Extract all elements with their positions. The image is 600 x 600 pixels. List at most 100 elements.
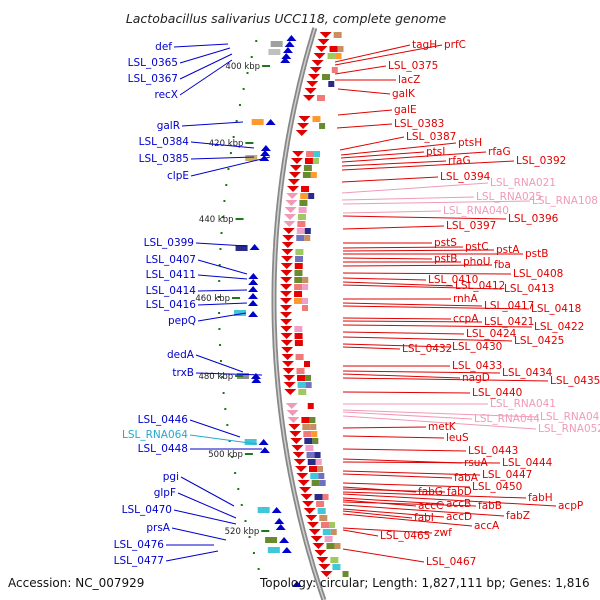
label-connector [197, 289, 248, 292]
label-connector [342, 504, 505, 517]
feature-block [301, 417, 310, 423]
feature-block [319, 480, 326, 486]
feature-block [305, 382, 312, 388]
scale-dot [223, 200, 226, 202]
label-connector [342, 249, 495, 252]
reverse-gene-arrow [290, 158, 303, 164]
reverse-gene-arrow [287, 417, 300, 423]
label-connector [342, 527, 433, 534]
reverse-gene-arrow [280, 305, 293, 311]
gene-label: fabA [454, 472, 479, 484]
label-connector [342, 482, 471, 488]
feature-block [333, 32, 342, 38]
forward-gene-arrow [286, 35, 297, 41]
gene-label: pstA [496, 244, 520, 256]
gene-label: pstC [465, 241, 489, 253]
map-title: Lactobacillus salivarius UCC118, complet… [126, 11, 447, 26]
reverse-gene-arrow [281, 249, 294, 255]
gene-label: pgi [163, 471, 179, 483]
scale-dot [237, 488, 240, 490]
scale-dot [248, 536, 251, 538]
gene-label: fabI [414, 512, 434, 524]
label-connector [190, 156, 255, 160]
reverse-gene-arrow [286, 410, 299, 416]
forward-gene-arrow [274, 518, 285, 524]
gene-label: LSL_0394 [440, 171, 491, 183]
reverse-gene-arrow [282, 228, 295, 234]
reverse-gene-arrow [316, 557, 329, 563]
gene-label: ptsI [426, 146, 445, 158]
label-connector [342, 272, 512, 275]
feature-block [302, 424, 311, 430]
feature-block [267, 547, 280, 553]
reverse-gene-arrow [280, 263, 293, 269]
feature-block [329, 522, 336, 528]
label-connector [342, 210, 442, 214]
gene-label: LSL_0430 [452, 341, 502, 353]
feature-block [294, 326, 303, 332]
feature-block [302, 172, 311, 178]
kbp-tick-label: 420 kbp [209, 139, 244, 149]
label-connector [342, 448, 467, 452]
reverse-gene-arrow [288, 424, 301, 430]
feature-block [327, 53, 336, 59]
label-connector [342, 281, 454, 287]
scale-dot [218, 312, 221, 314]
gene-label: fba [494, 259, 511, 271]
scale-dot [221, 376, 224, 378]
label-connector [342, 305, 530, 310]
feature-block [308, 193, 315, 199]
label-connector [342, 346, 401, 350]
label-connector [342, 284, 503, 290]
reverse-gene-arrow [307, 522, 320, 528]
scale-dot [242, 88, 245, 90]
feature-block [295, 256, 304, 262]
feature-block [319, 515, 328, 521]
reverse-gene-arrow [302, 95, 315, 101]
reverse-gene-arrow [292, 151, 305, 157]
feature-block [310, 424, 317, 430]
forward-gene-arrow [282, 47, 293, 53]
scale-dot [234, 472, 237, 474]
label-connector [342, 491, 527, 499]
reverse-gene-arrow [313, 53, 326, 59]
scale-dot [221, 216, 224, 218]
gene-label: leuS [446, 432, 469, 444]
kbp-tick-label: 520 kbp [225, 527, 260, 537]
label-connector [342, 513, 473, 527]
reverse-gene-arrow [295, 130, 308, 136]
gene-label: fabG [418, 486, 443, 498]
gene-label: acpP [558, 500, 583, 512]
feature-block [302, 305, 309, 311]
label-connector [195, 372, 263, 376]
feature-block [331, 67, 338, 73]
label-connector [339, 136, 405, 151]
reverse-gene-arrow [309, 67, 322, 73]
label-connector [165, 550, 219, 562]
label-connector [342, 377, 549, 382]
reverse-gene-arrow [280, 312, 293, 318]
scale-dot [228, 440, 231, 442]
gene-label: LSL_0385 [139, 153, 189, 165]
label-connector [341, 151, 487, 163]
feature-block [311, 480, 320, 486]
feature-block [334, 543, 341, 549]
scale-dot [257, 568, 260, 570]
gene-label: accD [446, 511, 472, 523]
feature-block [314, 452, 321, 458]
gene-labels: def LSL_0365 LSL_0367 recX galR LSL_0384 LSL_0… [114, 39, 600, 568]
feature-block [318, 473, 325, 479]
gene-label: LSL_RNA052 [538, 423, 600, 435]
feature-block [302, 298, 309, 304]
label-connector [342, 497, 445, 505]
feature-block [303, 165, 312, 171]
forward-gene-arrow [249, 244, 260, 250]
reverse-gene-arrow [280, 291, 293, 297]
gene-label: accA [474, 520, 500, 532]
gene-label: LSL_0467 [426, 556, 476, 568]
feature-block [234, 310, 247, 316]
reverse-gene-arrow [317, 39, 330, 45]
backbone-highlight [273, 27, 325, 600]
